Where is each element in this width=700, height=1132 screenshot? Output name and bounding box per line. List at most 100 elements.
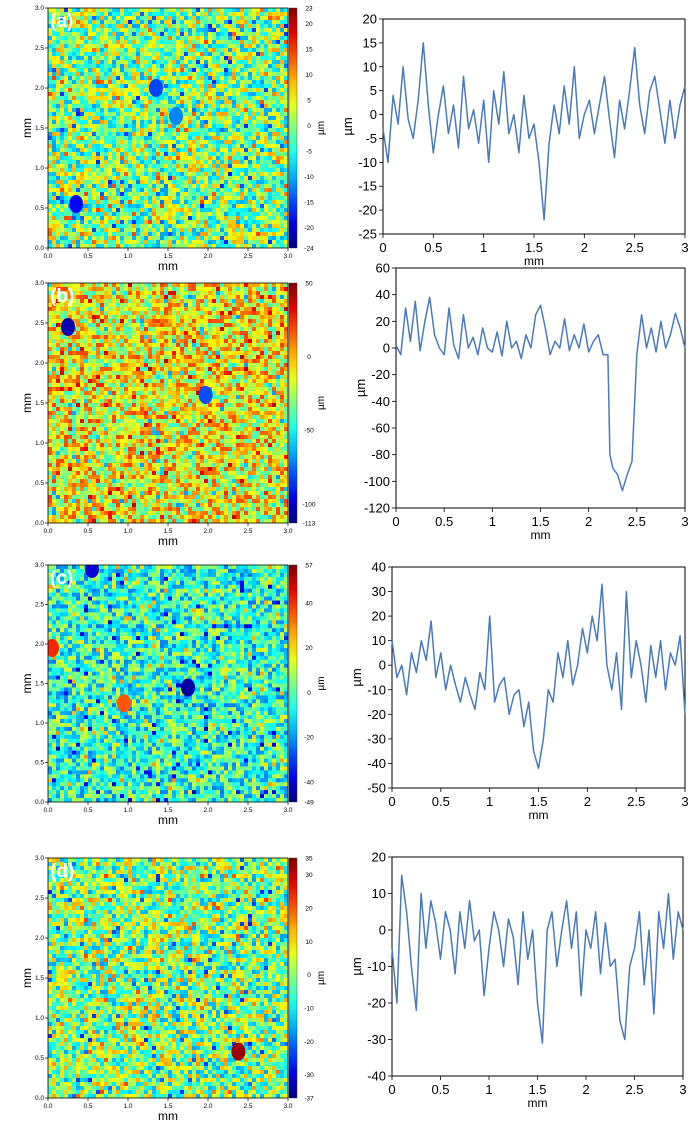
x-tick-label: 0.0 — [43, 807, 52, 814]
panel-label: (c) — [50, 568, 73, 589]
x-tick-label: 2 — [585, 514, 592, 529]
x-axis-label: mm — [158, 534, 178, 548]
x-tick-label: 3.0 — [283, 1103, 292, 1110]
y-tick-label: -120 — [364, 501, 390, 516]
y-tick-label: 0.0 — [35, 245, 44, 252]
x-tick-label: 3.0 — [283, 807, 292, 814]
y-tick-label: -10 — [367, 682, 386, 697]
x-tick-label: 1.5 — [163, 807, 172, 814]
y-tick-label: -30 — [367, 1032, 386, 1047]
colorbar-tick-label: -37 — [304, 1096, 314, 1103]
x-tick-label: 3 — [681, 240, 688, 255]
y-tick-label: 60 — [376, 261, 390, 276]
series-line — [391, 583, 686, 770]
y-tick-label: 1.5 — [35, 400, 44, 407]
y-tick-label: 0.0 — [35, 1095, 44, 1102]
colorbar-tick-label: 10 — [305, 939, 313, 946]
x-tick-label: 2.5 — [243, 807, 252, 814]
y-tick-label: -30 — [367, 731, 386, 746]
y-tick-label: -10 — [367, 959, 386, 974]
y-axis-label: mm — [20, 968, 34, 988]
x-axis-label: mm — [158, 813, 178, 827]
y-tick-label: 10 — [363, 59, 377, 74]
colorbar-tick-label: -50 — [304, 428, 314, 435]
y-tick-label: 2.5 — [35, 602, 44, 609]
y-tick-label: 1.5 — [35, 975, 44, 982]
y-tick-label: 5 — [370, 83, 377, 98]
colorbar — [288, 857, 298, 1099]
y-tick-label: 3.0 — [35, 280, 44, 287]
y-axis-label: µm — [349, 957, 364, 975]
y-tick-label: 15 — [363, 35, 377, 50]
colorbar-tick-label: -20 — [304, 735, 314, 742]
y-tick-label: 40 — [372, 560, 386, 575]
y-tick-label: -100 — [364, 474, 390, 489]
colorbar-unit: µm — [316, 971, 327, 985]
colorbar-tick-label: -30 — [304, 1072, 314, 1079]
colorbar-tick-label: 23 — [305, 6, 313, 13]
x-tick-label: 0.5 — [83, 1103, 92, 1110]
x-tick-label: 2.0 — [203, 253, 212, 260]
line-panel-d: 0 0.5 1 1.5 2 2.5 3 20 10 0 -10 -20 -30 -40 mm µm — [349, 850, 687, 1111]
colorbar-tick-label: -20 — [304, 225, 314, 232]
colorbar-tick-label: 0 — [307, 123, 311, 130]
colorbar-tick-label: -15 — [304, 200, 314, 207]
y-tick-label: 2.5 — [35, 320, 44, 327]
y-tick-label: 3.0 — [35, 5, 44, 12]
y-tick-label: -20 — [367, 707, 386, 722]
y-tick-label: 3.0 — [35, 562, 44, 569]
y-tick-label: 2.0 — [35, 85, 44, 92]
x-tick-label: 2.5 — [243, 1103, 252, 1110]
y-tick-label: 1.0 — [35, 165, 44, 172]
x-tick-label: 0.5 — [435, 514, 453, 529]
x-axis-label: mm — [158, 1109, 178, 1123]
colorbar-tick-label: 0 — [307, 354, 311, 361]
colorbar-tick-label: 5 — [307, 97, 311, 104]
colorbar-unit: µm — [316, 396, 327, 410]
colorbar-tick-label: 20 — [305, 645, 313, 652]
colorbar-tick-label: 35 — [305, 856, 313, 863]
heatmap-feature-peak — [48, 638, 59, 657]
panel-label: (a) — [50, 11, 73, 32]
plot-frame — [395, 267, 686, 509]
y-tick-label: 2.0 — [35, 641, 44, 648]
plot-frame — [391, 856, 684, 1077]
heatmap-feature-peak — [231, 1042, 246, 1061]
heatmap-feature-pit — [181, 678, 195, 697]
x-tick-label: 3.0 — [283, 528, 292, 535]
x-tick-label: 2.5 — [626, 240, 644, 255]
colorbar — [288, 282, 298, 524]
colorbar — [288, 7, 298, 249]
colorbar-tick-label: -10 — [304, 1006, 314, 1013]
x-tick-label: 1.5 — [163, 528, 172, 535]
y-tick-label: 1.0 — [35, 1015, 44, 1022]
series-line — [382, 42, 686, 221]
y-axis-label: µm — [340, 117, 355, 135]
y-tick-label: 1.5 — [35, 125, 44, 132]
heatmap-feature-pit — [169, 107, 183, 125]
y-tick-label: 20 — [372, 609, 386, 624]
x-tick-label: 1 — [485, 1082, 492, 1097]
y-tick-label: -60 — [371, 421, 390, 436]
y-tick-label: 0 — [379, 658, 386, 673]
colorbar-tick-label: 57 — [305, 563, 313, 570]
x-tick-label: 2.0 — [203, 807, 212, 814]
x-tick-label: 1.5 — [525, 240, 543, 255]
heatmap-texture — [48, 858, 288, 1098]
y-tick-label: 2.5 — [35, 895, 44, 902]
x-tick-label: 2.5 — [627, 794, 645, 809]
y-axis-label: µm — [353, 379, 368, 397]
colorbar — [288, 564, 298, 803]
y-tick-label: 10 — [372, 886, 386, 901]
series-line — [391, 874, 684, 1044]
x-tick-label: 2 — [581, 240, 588, 255]
y-tick-label: 0 — [383, 341, 390, 356]
x-tick-label: 2.5 — [625, 1082, 643, 1097]
x-axis-label: mm — [531, 528, 551, 542]
x-tick-label: 1 — [489, 514, 496, 529]
y-tick-label: -15 — [358, 179, 377, 194]
heatmap-feature-pit — [198, 386, 213, 404]
y-tick-label: 0.5 — [35, 205, 44, 212]
y-tick-label: -80 — [371, 447, 390, 462]
x-tick-label: 1.5 — [528, 1082, 546, 1097]
